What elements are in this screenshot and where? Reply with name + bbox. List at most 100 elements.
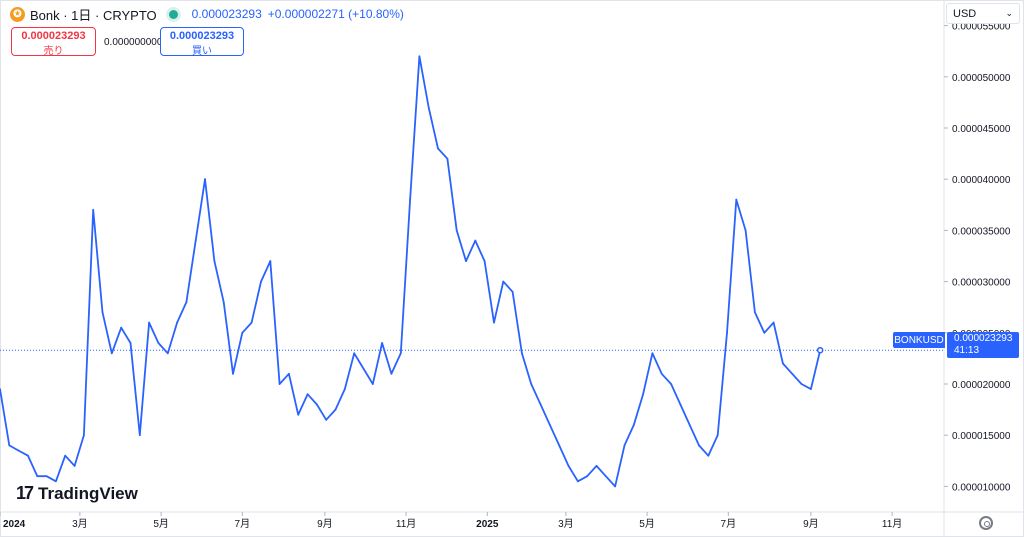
buy-label: 買い	[192, 46, 212, 57]
price-point	[502, 280, 505, 283]
price-point	[325, 418, 328, 421]
price-point	[586, 475, 589, 478]
price-point	[781, 362, 784, 365]
price-point	[772, 321, 775, 324]
settings-gear-icon[interactable]	[979, 516, 993, 530]
price-point	[399, 352, 402, 355]
price-point	[45, 475, 48, 478]
price-point	[110, 352, 113, 355]
symbol-price-tag: BONKUSD	[893, 332, 945, 348]
price-point	[726, 331, 728, 334]
price-point	[437, 147, 439, 150]
price-point	[297, 413, 300, 416]
sell-label: 売り	[43, 46, 64, 57]
price-point	[679, 403, 682, 406]
y-tick-label: 0.000010000	[952, 482, 1011, 493]
price-point	[418, 55, 421, 58]
current-price-label: 0.000023293 41:13	[947, 332, 1019, 358]
x-tick-label: 3月	[72, 518, 88, 530]
currency-select[interactable]: USD ⌄	[946, 3, 1020, 24]
y-tick-label: 0.000015000	[952, 431, 1011, 442]
last-price-marker	[816, 346, 824, 354]
sell-button[interactable]: 0.000023293 売り	[11, 27, 96, 57]
price-point	[371, 383, 374, 385]
price-point	[521, 352, 523, 355]
price-point	[409, 198, 411, 201]
price-point	[306, 393, 309, 396]
price-point	[809, 388, 812, 391]
symbol-header: ✪ Bonk · 1日 · CRYPTO 0.000023293 +0.0000…	[10, 5, 404, 23]
price-point	[698, 444, 700, 447]
y-tick-label: 0.000030000	[952, 278, 1011, 289]
x-tick-label: 3月	[558, 518, 574, 530]
price-point	[157, 342, 160, 344]
y-tick-label: 0.000050000	[952, 73, 1011, 84]
price-point	[539, 403, 542, 406]
price-point	[754, 311, 756, 314]
price-point	[381, 342, 384, 344]
price-point	[427, 106, 430, 109]
price-point	[36, 475, 39, 478]
price-point	[8, 444, 11, 447]
x-tick-label: 7月	[235, 518, 251, 530]
buy-price: 0.000023293	[169, 30, 235, 42]
x-tick-label: 11月	[396, 518, 416, 530]
price-point	[278, 383, 281, 385]
price-point	[334, 408, 337, 411]
header-change: +0.000002271 (+10.80%)	[267, 7, 404, 21]
price-point	[353, 352, 356, 355]
price-point	[222, 301, 225, 303]
price-point	[670, 383, 672, 385]
sell-price: 0.000023293	[21, 30, 86, 42]
tradingview-logo-icon: 17	[16, 483, 34, 503]
price-point	[483, 260, 486, 263]
symbol-title[interactable]: Bonk · 1日 · CRYPTO	[30, 7, 157, 23]
x-tick-label: 9月	[317, 518, 333, 530]
price-point	[17, 449, 20, 452]
current-price-value: 0.000023293	[954, 333, 1013, 344]
header-last-price: 0.000023293	[191, 7, 262, 21]
buy-button[interactable]: 0.000023293 買い	[160, 27, 244, 57]
price-point	[465, 260, 467, 263]
bonk-coin-icon: ✪	[10, 6, 25, 22]
price-point	[194, 239, 197, 242]
price-point	[623, 444, 626, 447]
price-point	[148, 321, 151, 324]
price-point	[735, 198, 738, 201]
price-point	[92, 209, 95, 211]
price-point	[55, 480, 57, 483]
market-status-icon	[168, 9, 178, 19]
x-tick-label: 2025	[476, 519, 499, 530]
y-tick-label: 0.000045000	[952, 124, 1011, 135]
price-point	[204, 178, 206, 181]
price-point	[548, 424, 551, 426]
price-point	[660, 372, 663, 375]
price-point	[604, 475, 607, 478]
price-point	[362, 367, 365, 370]
currency-select-value: USD	[953, 7, 977, 20]
y-tick-label: 0.000040000	[952, 175, 1011, 186]
price-point	[343, 388, 346, 391]
price-point	[716, 434, 719, 437]
price-series-line	[0, 55, 822, 488]
price-point	[250, 321, 253, 324]
price-point	[269, 260, 272, 263]
x-tick-label: 2024	[3, 519, 26, 530]
price-point	[260, 280, 262, 283]
price-point	[558, 444, 561, 447]
price-point	[595, 465, 598, 467]
tradingview-logo[interactable]: 17 TradingView	[16, 483, 138, 504]
price-point	[176, 321, 178, 324]
price-point	[315, 403, 318, 406]
x-tick-label: 11月	[882, 518, 902, 530]
tradingview-logo-text: TradingView	[38, 483, 138, 503]
price-point	[138, 434, 141, 437]
price-point	[800, 383, 803, 385]
x-tick-label: 9月	[803, 518, 819, 530]
price-point	[642, 393, 644, 396]
price-point	[474, 239, 477, 242]
price-point	[688, 424, 691, 426]
x-tick-label: 7月	[721, 518, 737, 530]
price-point	[576, 480, 579, 483]
